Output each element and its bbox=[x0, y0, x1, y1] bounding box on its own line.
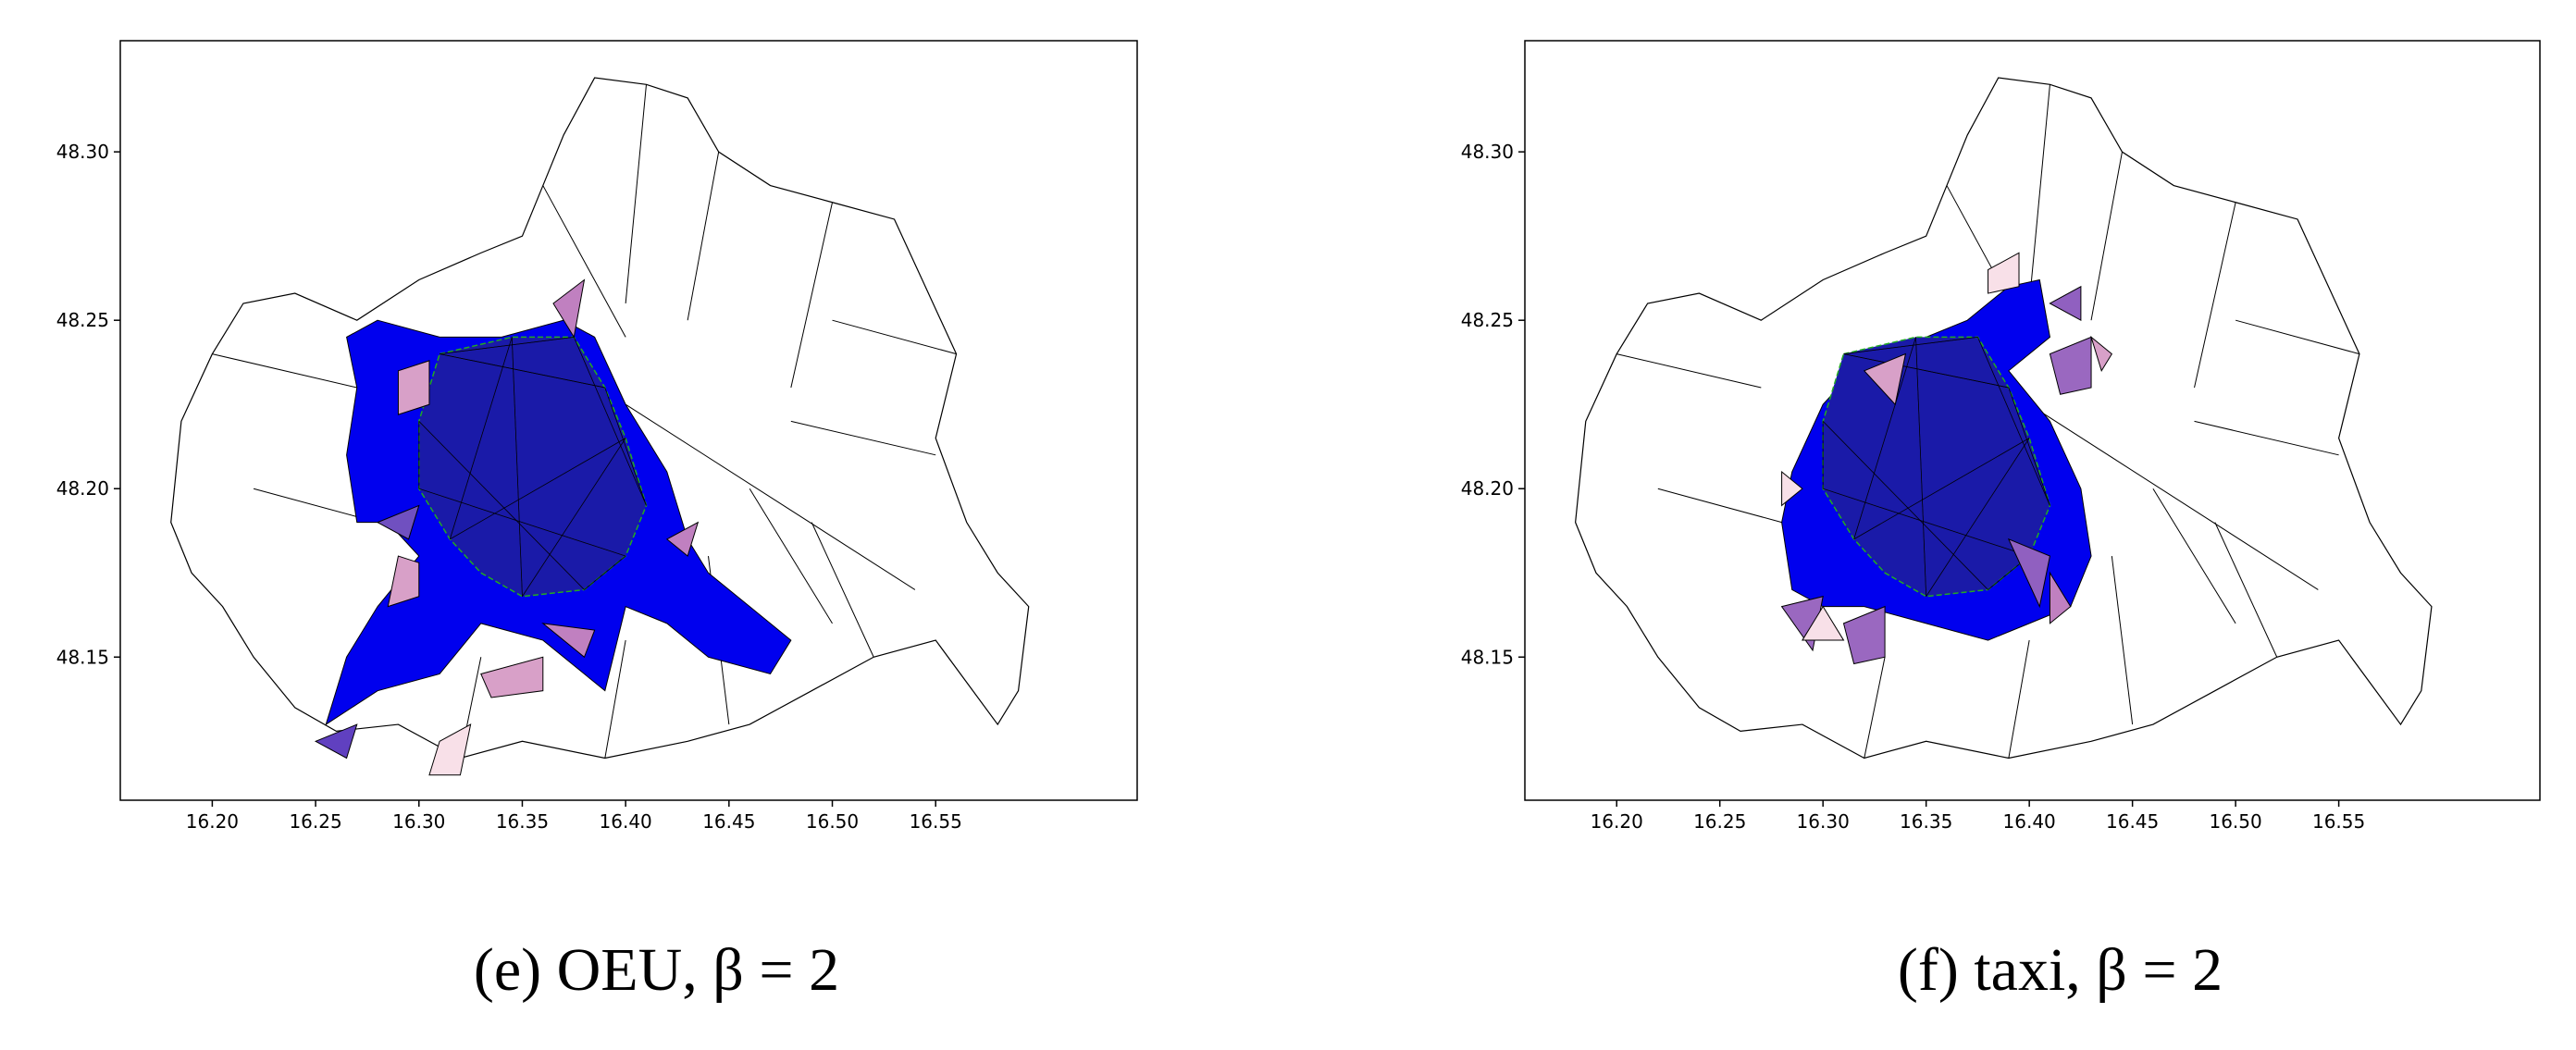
district-border bbox=[1864, 657, 1886, 759]
district-patch bbox=[2090, 335, 2112, 373]
district-patch bbox=[314, 723, 358, 760]
district-patch bbox=[2049, 571, 2072, 624]
district-border bbox=[604, 387, 647, 506]
district-border bbox=[790, 420, 936, 456]
district-border bbox=[584, 555, 626, 590]
district-border bbox=[749, 488, 833, 624]
district-border bbox=[1843, 337, 1978, 354]
district-patch bbox=[552, 278, 586, 339]
district-patch bbox=[428, 723, 472, 776]
x-tick-label: 16.25 bbox=[1693, 810, 1746, 833]
x-tick-label: 16.45 bbox=[2106, 810, 2159, 833]
y-tick-label: 48.20 bbox=[56, 477, 109, 500]
district-patch bbox=[376, 504, 420, 540]
district-patch bbox=[2049, 336, 2092, 395]
district-border bbox=[2008, 387, 2050, 506]
district-border bbox=[2028, 403, 2319, 590]
y-tick-label: 48.25 bbox=[56, 309, 109, 331]
district-patch bbox=[397, 360, 430, 415]
district-patch bbox=[541, 623, 596, 659]
district-patch bbox=[1801, 605, 1845, 641]
district-border bbox=[625, 403, 916, 590]
district-border bbox=[1822, 421, 1988, 590]
district-patch bbox=[1842, 605, 1886, 665]
district-border bbox=[2111, 555, 2134, 725]
y-tick-label: 48.15 bbox=[56, 646, 109, 668]
district-border bbox=[2152, 488, 2236, 624]
district-border bbox=[1926, 438, 2030, 597]
district-border bbox=[2194, 420, 2339, 456]
x-tick-label: 16.40 bbox=[2003, 810, 2056, 833]
district-border bbox=[604, 639, 626, 759]
map-panel bbox=[1575, 77, 2433, 760]
x-tick-label: 16.20 bbox=[186, 810, 239, 833]
y-tick-label: 48.15 bbox=[1461, 646, 1514, 668]
district-border bbox=[2028, 84, 2050, 304]
district-patch bbox=[1863, 352, 1907, 406]
district-border bbox=[811, 522, 874, 658]
district-border bbox=[511, 337, 523, 597]
district-border bbox=[542, 185, 626, 338]
district-patch bbox=[2007, 537, 2051, 609]
caption: (f) taxi, β = 2 bbox=[1898, 936, 2223, 1004]
district-border bbox=[212, 353, 357, 389]
district-border bbox=[2194, 202, 2236, 389]
district-border bbox=[687, 152, 720, 321]
district-border bbox=[2214, 522, 2278, 658]
district-patch bbox=[1988, 252, 2020, 294]
x-tick-label: 16.55 bbox=[910, 810, 962, 833]
x-tick-label: 16.50 bbox=[806, 810, 859, 833]
district-patch bbox=[665, 521, 700, 557]
district-border bbox=[1843, 353, 2009, 389]
axes-frame bbox=[119, 40, 1138, 801]
district-border bbox=[2235, 319, 2360, 355]
x-tick-label: 16.20 bbox=[1591, 810, 1643, 833]
district-border bbox=[1657, 488, 1782, 524]
district-border bbox=[573, 337, 647, 506]
district-border bbox=[440, 337, 575, 354]
district-border bbox=[522, 438, 626, 597]
district-patch bbox=[480, 656, 544, 698]
x-tick-label: 16.35 bbox=[1900, 810, 1952, 833]
x-tick-label: 16.35 bbox=[496, 810, 549, 833]
x-tick-label: 16.30 bbox=[1797, 810, 1850, 833]
district-patch bbox=[387, 555, 420, 608]
y-tick-label: 48.20 bbox=[1461, 477, 1514, 500]
district-border bbox=[2090, 152, 2123, 321]
district-border bbox=[1616, 353, 1762, 389]
district-border bbox=[790, 202, 834, 389]
district-border bbox=[440, 353, 605, 389]
district-border bbox=[1853, 337, 1916, 539]
x-tick-label: 16.25 bbox=[289, 810, 341, 833]
y-tick-label: 48.30 bbox=[1461, 141, 1514, 163]
district-patch bbox=[1781, 470, 1803, 507]
district-border bbox=[418, 488, 626, 557]
district-border bbox=[1823, 488, 2030, 557]
district-border bbox=[1915, 337, 1927, 597]
district-border bbox=[449, 337, 513, 539]
caption: (e) OEU, β = 2 bbox=[474, 936, 839, 1004]
y-tick-label: 48.30 bbox=[56, 141, 109, 163]
district-border bbox=[832, 319, 957, 355]
district-border bbox=[418, 421, 585, 590]
map-panel bbox=[170, 77, 1030, 776]
district-border bbox=[450, 438, 626, 540]
district-border bbox=[1977, 337, 2050, 506]
district-border bbox=[2008, 639, 2030, 759]
district-patch bbox=[2049, 285, 2082, 322]
axes-frame bbox=[1524, 40, 2541, 801]
x-tick-label: 16.40 bbox=[600, 810, 652, 833]
district-border bbox=[625, 84, 647, 304]
district-border bbox=[1853, 438, 2030, 540]
x-tick-label: 16.30 bbox=[392, 810, 445, 833]
y-tick-label: 48.25 bbox=[1461, 309, 1514, 331]
x-tick-label: 16.45 bbox=[702, 810, 755, 833]
x-tick-label: 16.55 bbox=[2312, 810, 2365, 833]
x-tick-label: 16.50 bbox=[2209, 810, 2261, 833]
